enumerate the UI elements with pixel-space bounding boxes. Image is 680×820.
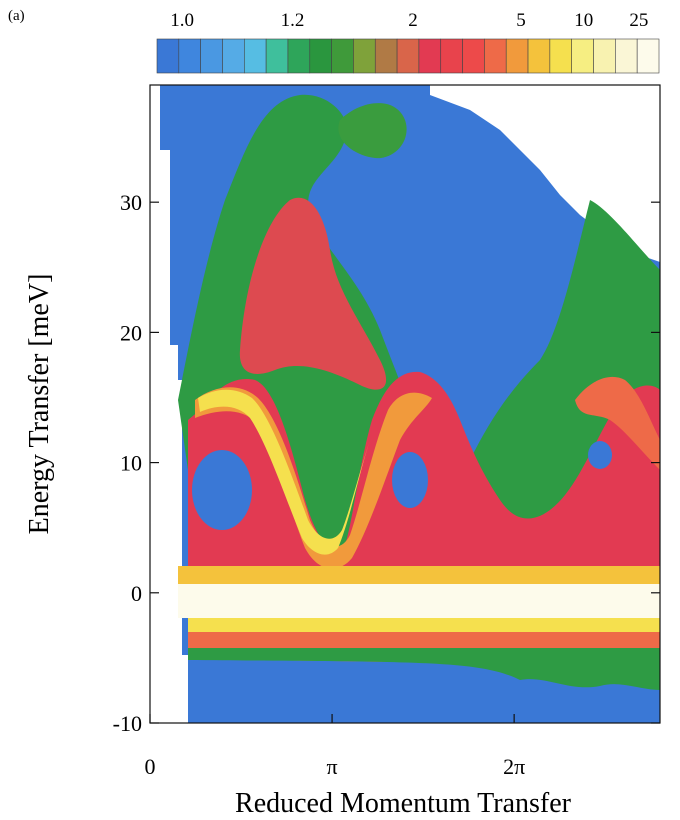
colorbar-swatch	[374, 38, 398, 74]
colorbar-swatch	[593, 38, 616, 74]
colorbar-swatch	[287, 38, 311, 74]
blue-pocket-right	[588, 441, 612, 469]
y-axis-title: Energy Transfer [meV]	[24, 274, 55, 535]
axis-ticks	[149, 201, 660, 724]
colorbar-tick-label: 5	[516, 10, 526, 31]
colorbar-swatch	[636, 38, 660, 74]
colorbar-swatch	[615, 38, 638, 74]
elastic-line	[178, 584, 660, 618]
colorbar-swatch	[527, 38, 551, 74]
colorbar-swatch	[484, 38, 507, 74]
plot-frame	[149, 84, 661, 724]
upper-red-lobe	[239, 197, 387, 390]
colorbar-swatch	[571, 38, 594, 74]
x-tick-label: 0	[145, 754, 156, 779]
y-tick-label: 20	[120, 320, 142, 345]
colorbar-tick-label: 1.2	[281, 10, 305, 31]
colorbar-swatch	[200, 38, 223, 74]
colorbar-swatch	[222, 38, 245, 74]
y-tick-labels: -10 0 10 20 30	[113, 190, 142, 736]
colorbar-swatch	[156, 38, 180, 74]
y-tick-label: 10	[120, 451, 142, 476]
colorbar-swatch	[244, 38, 267, 74]
colorbar-swatch	[178, 38, 201, 74]
colorbar-swatch	[440, 38, 463, 74]
colorbar-swatch	[309, 38, 332, 74]
mode-yellow	[198, 389, 370, 555]
y-tick-label: 0	[131, 581, 142, 606]
right-orange-lobe	[575, 376, 660, 470]
colorbar-swatch	[418, 38, 442, 74]
colorbar-tick-label: 1.0	[170, 10, 194, 31]
x-tick-labels: 0 π 2π	[145, 754, 526, 779]
colorbar-tick-labels: 1.0 1.2 2 5 10 25	[170, 10, 648, 31]
colorbar-swatch	[396, 38, 420, 74]
y-tick-label: -10	[113, 711, 142, 736]
colorbar-swatch	[353, 38, 376, 74]
x-tick-label: 2π	[503, 754, 525, 779]
colorbar-tick-label: 2	[408, 10, 418, 31]
blue-pocket-middle	[392, 452, 428, 508]
colorbar-swatch	[265, 38, 289, 74]
y-tick-label: 30	[120, 190, 142, 215]
colorbar	[156, 38, 660, 74]
blue-pocket-left	[192, 450, 252, 530]
elastic-band-lower-green	[188, 648, 660, 690]
colorbar-swatch	[331, 38, 354, 74]
colorbar-tick-label: 10	[574, 10, 593, 31]
green-blob-top	[338, 103, 407, 159]
x-tick-label: π	[327, 754, 338, 779]
panel-label: (a)	[8, 8, 25, 24]
colorbar-swatch	[549, 38, 572, 74]
elastic-band-upper	[178, 566, 660, 584]
elastic-band-lower-yellow	[188, 618, 660, 632]
colorbar-swatch	[505, 38, 529, 74]
colorbar-swatch	[462, 38, 485, 74]
colorbar-tick-label: 25	[629, 10, 648, 31]
x-axis-title: Reduced Momentum Transfer	[235, 788, 572, 819]
